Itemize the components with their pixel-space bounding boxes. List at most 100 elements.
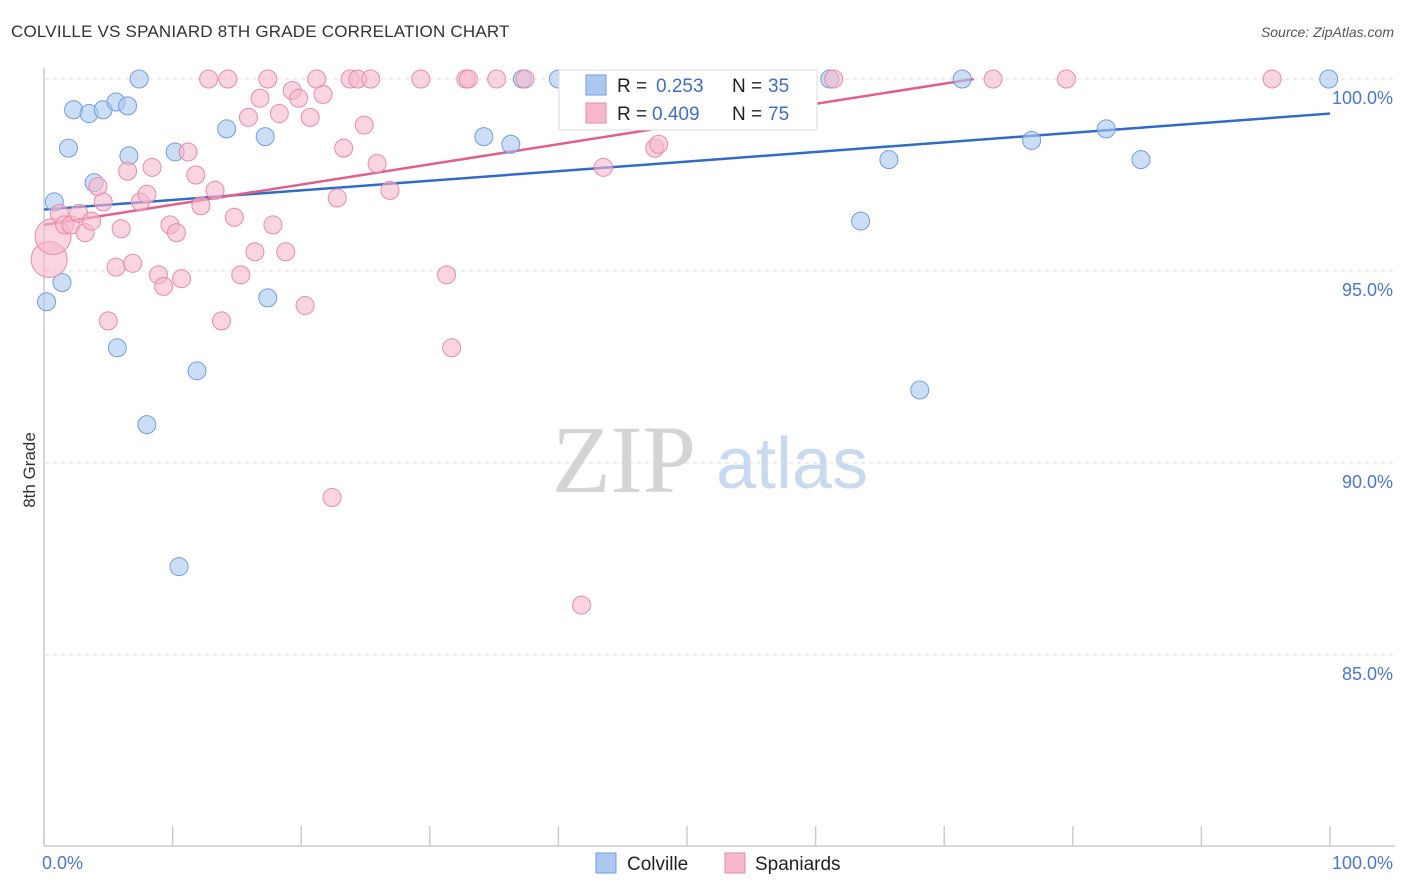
point-colville (217, 119, 237, 139)
point-colville (851, 211, 871, 231)
point-spaniards (93, 192, 113, 212)
point-colville (474, 127, 494, 147)
bottom-legend-swatch-spaniards (724, 852, 746, 874)
point-spaniards (186, 165, 206, 185)
axes (43, 68, 1395, 847)
point-colville (255, 127, 275, 147)
point-spaniards (269, 104, 289, 124)
bottom-legend-swatch-colville (595, 852, 617, 874)
point-spaniards (593, 157, 613, 177)
y-axis-label: 8th Grade (20, 432, 39, 508)
point-spaniards (276, 242, 296, 262)
point-spaniards (1056, 69, 1076, 89)
point-spaniards (649, 134, 669, 154)
point-colville (952, 69, 972, 89)
point-spaniards (487, 69, 507, 89)
y-tick-label: 95.0% (1342, 280, 1393, 300)
y-tick-label: 100.0% (1332, 88, 1393, 108)
point-spaniards (367, 153, 387, 173)
point-colville (187, 361, 207, 381)
legend-r-value-colville: 0.253 (656, 76, 704, 97)
point-spaniards (361, 69, 381, 89)
legend-n-label-spaniards: N = (732, 104, 762, 125)
point-spaniards (380, 180, 400, 200)
point-colville (1319, 69, 1339, 89)
point-spaniards (111, 219, 131, 239)
point-spaniards (178, 142, 198, 162)
point-colville (137, 415, 157, 435)
point-spaniards (191, 196, 211, 216)
point-colville (1131, 150, 1151, 170)
point-colville (169, 557, 189, 577)
point-spaniards (458, 69, 478, 89)
point-spaniards (515, 69, 535, 89)
series-legend: Colville Spaniards (595, 852, 841, 875)
point-spaniards (238, 107, 258, 127)
point-spaniards (289, 88, 309, 108)
point-spaniards (300, 107, 320, 127)
point-spaniards (154, 276, 174, 296)
point-spaniards (313, 84, 333, 104)
tick-labels: 100.0% 95.0% 90.0% 85.0% 0.0% 100.0% (42, 88, 1393, 873)
legend-r-value-spaniards: 0.409 (652, 104, 700, 125)
point-spaniards (137, 184, 157, 204)
point-spaniards (218, 69, 238, 89)
y-tick-label: 90.0% (1342, 472, 1393, 492)
point-spaniards (224, 207, 244, 227)
gridlines (45, 78, 1395, 656)
point-spaniards (199, 69, 219, 89)
point-colville (118, 96, 138, 116)
watermark-zip: ZIP (552, 406, 696, 513)
point-colville (37, 292, 57, 312)
point-colville (52, 273, 72, 293)
point-spaniards (411, 69, 431, 89)
point-spaniards (983, 69, 1003, 89)
point-colville (1096, 119, 1116, 139)
point-spaniards (231, 265, 251, 285)
legend-r-label-spaniards: R = (617, 104, 647, 125)
source-credit: Source: ZipAtlas.com (1260, 24, 1394, 40)
point-spaniards (142, 157, 162, 177)
point-colville (910, 380, 930, 400)
legend-n-value-spaniards: 75 (768, 104, 789, 125)
point-colville (501, 134, 521, 154)
point-spaniards (118, 161, 138, 181)
bottom-legend-label-spaniards: Spaniards (755, 854, 841, 875)
point-spaniards (572, 595, 592, 615)
point-spaniards (98, 311, 118, 331)
y-tick-label: 85.0% (1342, 664, 1393, 684)
point-spaniards (172, 269, 192, 289)
legend-swatch-spaniards (585, 102, 607, 124)
point-colville (107, 338, 127, 358)
chart-title: COLVILLE VS SPANIARD 8TH GRADE CORRELATI… (11, 22, 510, 41)
point-spaniards (442, 338, 462, 358)
stats-legend: R = 0.253 N = 35 R = 0.409 N = 75 (558, 69, 818, 131)
point-colville (129, 69, 149, 89)
point-spaniards (106, 257, 126, 277)
point-colville (58, 138, 78, 158)
point-spaniards (211, 311, 231, 331)
bottom-legend-label-colville: Colville (627, 854, 688, 875)
legend-r-label-colville: R = (617, 76, 647, 97)
point-spaniards (1262, 69, 1282, 89)
point-spaniards (82, 211, 102, 231)
point-spaniards (824, 69, 844, 89)
watermark-atlas: atlas (716, 424, 868, 504)
point-spaniards (322, 488, 342, 508)
point-spaniards (295, 296, 315, 316)
x-tick-label: 100.0% (1332, 853, 1393, 873)
x-tick-label: 0.0% (42, 853, 83, 873)
point-colville (879, 150, 899, 170)
point-spaniards (258, 69, 278, 89)
data-points (30, 69, 1339, 615)
point-spaniards (205, 180, 225, 200)
point-spaniards (334, 138, 354, 158)
legend-swatch-colville (585, 74, 607, 96)
legend-n-label-colville: N = (732, 76, 762, 97)
point-spaniards (245, 242, 265, 262)
point-spaniards (123, 253, 143, 273)
point-spaniards (327, 188, 347, 208)
legend-n-value-colville: 35 (768, 76, 789, 97)
point-colville (258, 288, 278, 308)
